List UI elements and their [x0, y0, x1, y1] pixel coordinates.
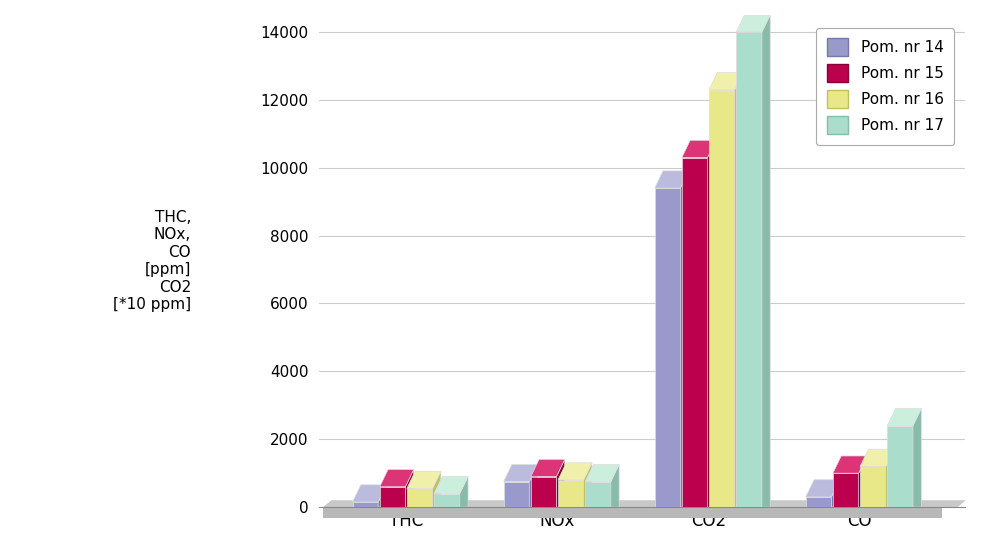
Polygon shape: [887, 408, 921, 426]
Bar: [805, 497, 832, 507]
Polygon shape: [503, 464, 538, 482]
Y-axis label: THC,
NOx,
CO
[ppm]
CO2
[*10 ppm]: THC, NOx, CO [ppm] CO2 [*10 ppm]: [113, 210, 191, 312]
Bar: [352, 502, 379, 507]
Bar: [323, 507, 943, 518]
Polygon shape: [858, 456, 867, 507]
Polygon shape: [860, 449, 894, 467]
Bar: [833, 473, 858, 507]
Polygon shape: [611, 464, 619, 507]
Legend: Pom. nr 14, Pom. nr 15, Pom. nr 16, Pom. nr 17: Pom. nr 14, Pom. nr 15, Pom. nr 16, Pom.…: [816, 28, 955, 145]
Polygon shape: [736, 15, 770, 32]
Polygon shape: [707, 140, 716, 507]
Polygon shape: [762, 15, 770, 507]
Bar: [434, 494, 460, 507]
Bar: [654, 188, 681, 507]
Bar: [682, 158, 707, 507]
Polygon shape: [682, 140, 716, 158]
Polygon shape: [805, 480, 840, 497]
Polygon shape: [323, 500, 966, 507]
Polygon shape: [379, 485, 387, 507]
Polygon shape: [558, 463, 592, 480]
Polygon shape: [380, 470, 414, 487]
Bar: [860, 467, 886, 507]
Polygon shape: [407, 471, 440, 488]
Polygon shape: [735, 72, 743, 507]
Polygon shape: [886, 449, 894, 507]
Polygon shape: [833, 456, 867, 473]
Polygon shape: [913, 408, 921, 507]
Bar: [887, 426, 913, 507]
Polygon shape: [352, 485, 387, 502]
Polygon shape: [585, 464, 619, 482]
Polygon shape: [530, 464, 538, 507]
Polygon shape: [433, 471, 440, 507]
Polygon shape: [654, 171, 689, 188]
Polygon shape: [556, 459, 565, 507]
Polygon shape: [460, 476, 468, 507]
Bar: [531, 476, 556, 507]
Polygon shape: [584, 463, 592, 507]
Bar: [380, 487, 405, 507]
Polygon shape: [709, 72, 743, 90]
Polygon shape: [531, 459, 565, 476]
Polygon shape: [405, 470, 414, 507]
Bar: [407, 488, 433, 507]
Bar: [585, 482, 611, 507]
Polygon shape: [832, 480, 840, 507]
Bar: [558, 480, 584, 507]
Bar: [503, 482, 530, 507]
Bar: [709, 90, 735, 507]
Polygon shape: [434, 476, 468, 494]
Polygon shape: [681, 171, 689, 507]
Bar: [736, 32, 762, 507]
